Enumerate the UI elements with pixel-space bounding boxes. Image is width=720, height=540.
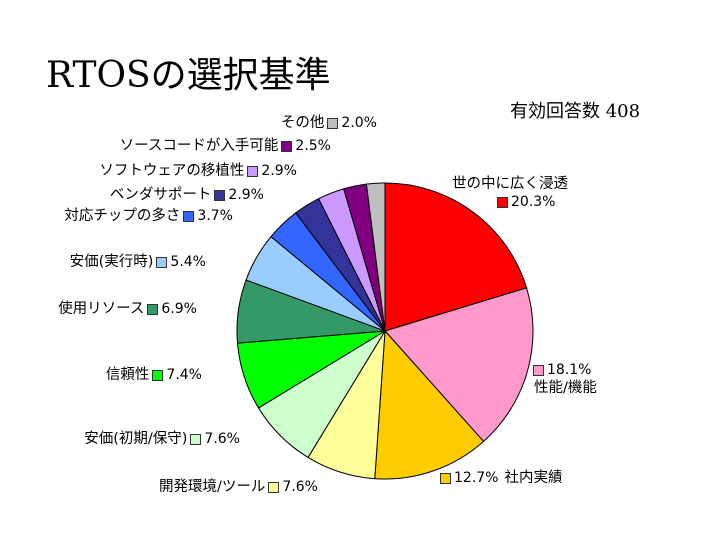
legend-item: ソフトウェアの移植性 2.9% xyxy=(37,162,297,180)
legend-item: 安価(初期/保守) 7.6% xyxy=(0,430,240,448)
slice-label: ソフトウェアの移植性 xyxy=(99,163,245,179)
valid-responses-count: 408 xyxy=(605,101,641,122)
pie-slice xyxy=(384,182,528,332)
slice-label: ベンダサポート xyxy=(109,187,212,203)
legend-item: 対応チップの多さ 3.7% xyxy=(0,207,233,225)
legend-item: ベンダサポート 2.9% xyxy=(4,186,264,204)
legend-swatch xyxy=(281,140,293,152)
slice-label: 開発環境/ツール xyxy=(159,479,266,495)
legend-entry: 信頼性 7.4% xyxy=(0,366,202,384)
legend-entry: 12.7% 社内実績 xyxy=(437,469,697,487)
legend-item: 世の中に広く浸透 20.3% xyxy=(452,175,712,211)
slice-value-label: 3.7% xyxy=(197,208,233,224)
slice-value-label: 18.1% xyxy=(547,362,592,378)
legend-entry: 対応チップの多さ 3.7% xyxy=(0,207,233,225)
slice-label: 対応チップの多さ xyxy=(64,208,181,224)
legend-swatch xyxy=(247,165,259,177)
legend-item: その他 2.0% xyxy=(117,114,377,132)
legend-entry: 使用リソース 6.9% xyxy=(0,300,197,318)
legend-entry: 世の中に広く浸透 20.3% xyxy=(452,175,712,211)
slice-value-label: 12.7% xyxy=(454,470,499,486)
slice-value-label: 6.9% xyxy=(161,301,197,317)
legend-item: 信頼性 7.4% xyxy=(0,366,202,384)
slice-label: 性能/機能 xyxy=(534,380,597,396)
pie-slice xyxy=(365,182,386,332)
slice-label: 安価(実行時) xyxy=(69,254,154,270)
slice-label: 信頼性 xyxy=(105,367,150,383)
slice-label: 使用リソース xyxy=(58,301,145,317)
slide-title: RTOSの選択基準 xyxy=(46,55,331,96)
slice-label: 安価(初期/保守) xyxy=(84,431,188,447)
legend-entry: 開発環境/ツール 7.6% xyxy=(58,478,318,496)
legend-entry: 安価(初期/保守) 7.6% xyxy=(0,430,240,448)
legend-swatch xyxy=(497,196,508,208)
slice-value-label: 7.4% xyxy=(166,367,202,383)
slice-label: ソースコードが入手可能 xyxy=(119,138,279,154)
slice-value-label: 20.3% xyxy=(511,194,556,210)
legend-swatch xyxy=(214,189,226,201)
legend-swatch xyxy=(440,472,451,484)
legend-swatch xyxy=(152,369,164,381)
legend-entry: 安価(実行時) 5.4% xyxy=(0,253,206,271)
legend-swatch xyxy=(183,210,195,222)
slice-value-label: 5.4% xyxy=(170,254,206,270)
slice-label: その他 xyxy=(280,115,325,131)
pie-slice xyxy=(374,329,485,480)
slice-value-label: 2.9% xyxy=(228,187,264,203)
pie-slice xyxy=(384,287,534,443)
legend-entry: ソフトウェアの移植性 2.9% xyxy=(37,162,297,180)
legend-item: 安価(実行時) 5.4% xyxy=(0,253,206,271)
legend-entry: ソースコードが入手可能 2.5% xyxy=(71,137,331,155)
slice-value-label: 2.9% xyxy=(261,163,297,179)
legend-item: ソースコードが入手可能 2.5% xyxy=(71,137,331,155)
legend-item: 開発環境/ツール 7.6% xyxy=(58,478,318,496)
slice-label: 世の中に広く浸透 xyxy=(452,176,568,192)
legend-entry: 18.1% 性能/機能 xyxy=(530,361,720,397)
legend-swatch xyxy=(533,364,544,376)
slice-value-label: 7.6% xyxy=(282,479,318,495)
legend-item: 18.1% 性能/機能 xyxy=(530,361,720,397)
legend-swatch xyxy=(147,303,159,315)
legend-swatch xyxy=(190,433,202,445)
legend-swatch xyxy=(327,117,339,129)
legend-entry: ベンダサポート 2.9% xyxy=(4,186,264,204)
legend-swatch xyxy=(156,256,168,268)
slice-value-label: 2.0% xyxy=(341,115,377,131)
legend-item: 12.7% 社内実績 xyxy=(437,469,697,487)
slice-label: 社内実績 xyxy=(504,470,563,486)
legend-swatch xyxy=(268,481,280,493)
slice-value-label: 2.5% xyxy=(295,138,331,154)
valid-responses: 有効回答数 408 xyxy=(510,100,640,124)
legend-item: 使用リソース 6.9% xyxy=(0,300,197,318)
slice-value-label: 7.6% xyxy=(204,431,240,447)
valid-responses-label: 有効回答数 xyxy=(510,101,600,122)
legend-entry: その他 2.0% xyxy=(117,114,377,132)
